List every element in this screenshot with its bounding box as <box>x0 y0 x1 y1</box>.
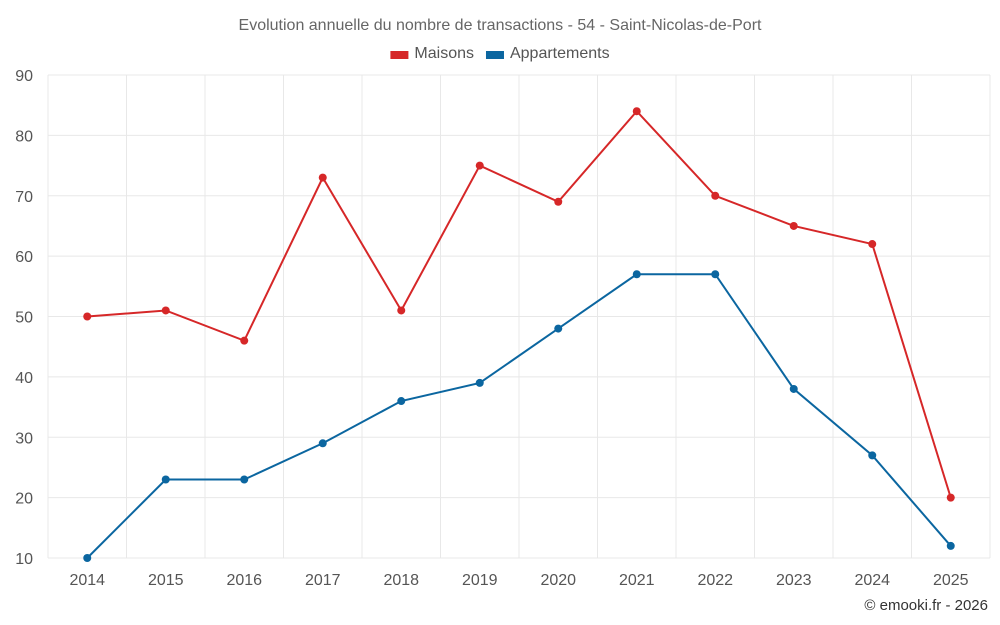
data-point-appartements[interactable] <box>554 324 563 333</box>
x-tick-label: 2024 <box>854 572 890 589</box>
y-tick-label: 30 <box>15 430 33 447</box>
data-point-appartements[interactable] <box>946 541 955 550</box>
y-tick-label: 40 <box>15 370 33 387</box>
legend-label: Maisons <box>414 45 474 62</box>
series-line-maisons <box>87 109 952 498</box>
data-point-maisons[interactable] <box>554 197 563 206</box>
data-point-appartements[interactable] <box>632 270 641 279</box>
x-tick-label: 2022 <box>697 572 733 589</box>
data-point-maisons[interactable] <box>161 306 170 315</box>
legend-item-maisons[interactable]: Maisons <box>390 45 474 62</box>
data-point-appartements[interactable] <box>161 475 170 484</box>
data-point-appartements[interactable] <box>868 451 877 460</box>
legend-item-appartements[interactable]: Appartements <box>485 45 610 62</box>
x-tick-label: 2019 <box>462 572 498 589</box>
x-tick-label: 2016 <box>226 572 262 589</box>
grid <box>47 74 991 559</box>
credit-text: © emooki.fr - 2026 <box>864 597 988 614</box>
data-point-maisons[interactable] <box>632 107 641 116</box>
data-point-maisons[interactable] <box>711 191 720 200</box>
x-tick-label: 2020 <box>540 572 576 589</box>
x-tick-label: 2017 <box>305 572 341 589</box>
y-tick-label: 90 <box>15 68 33 85</box>
chart-title: Evolution annuelle du nombre de transact… <box>239 17 763 34</box>
series-line-appartements <box>86 273 952 559</box>
data-point-appartements[interactable] <box>475 378 484 387</box>
data-point-appartements[interactable] <box>240 475 249 484</box>
x-axis: 2014 2015 2016 2017 2018 2019 2020 2021 2022 2023… <box>69 572 968 589</box>
y-tick-label: 80 <box>15 128 33 145</box>
data-point-maisons[interactable] <box>240 336 249 345</box>
series-group <box>83 107 955 562</box>
y-tick-label: 50 <box>15 310 33 327</box>
data-point-maisons[interactable] <box>318 173 327 182</box>
data-point-appartements[interactable] <box>318 439 327 448</box>
y-tick-label: 10 <box>15 551 33 568</box>
data-point-maisons[interactable] <box>83 312 92 321</box>
y-tick-label: 60 <box>15 249 33 266</box>
data-point-appartements[interactable] <box>711 270 720 279</box>
legend: Maisons Appartements <box>390 45 610 62</box>
data-point-appartements[interactable] <box>789 384 798 393</box>
x-tick-label: 2014 <box>69 572 105 589</box>
y-tick-label: 70 <box>15 189 33 206</box>
x-tick-label: 2025 <box>933 572 969 589</box>
x-tick-label: 2018 <box>383 572 419 589</box>
x-tick-label: 2015 <box>148 572 184 589</box>
y-tick-label: 20 <box>15 491 33 508</box>
data-point-maisons[interactable] <box>789 221 798 230</box>
x-tick-label: 2023 <box>776 572 812 589</box>
data-point-maisons[interactable] <box>868 240 877 249</box>
data-point-maisons[interactable] <box>397 306 406 315</box>
data-point-appartements[interactable] <box>83 554 92 562</box>
legend-swatch <box>485 51 504 59</box>
data-point-appartements[interactable] <box>397 397 406 406</box>
legend-label: Appartements <box>510 45 610 62</box>
legend-swatch <box>390 51 409 59</box>
data-point-maisons[interactable] <box>946 493 955 502</box>
y-axis: 10 20 30 40 50 60 70 80 90 <box>15 68 33 568</box>
data-point-maisons[interactable] <box>475 161 484 170</box>
x-tick-label: 2021 <box>619 572 655 589</box>
